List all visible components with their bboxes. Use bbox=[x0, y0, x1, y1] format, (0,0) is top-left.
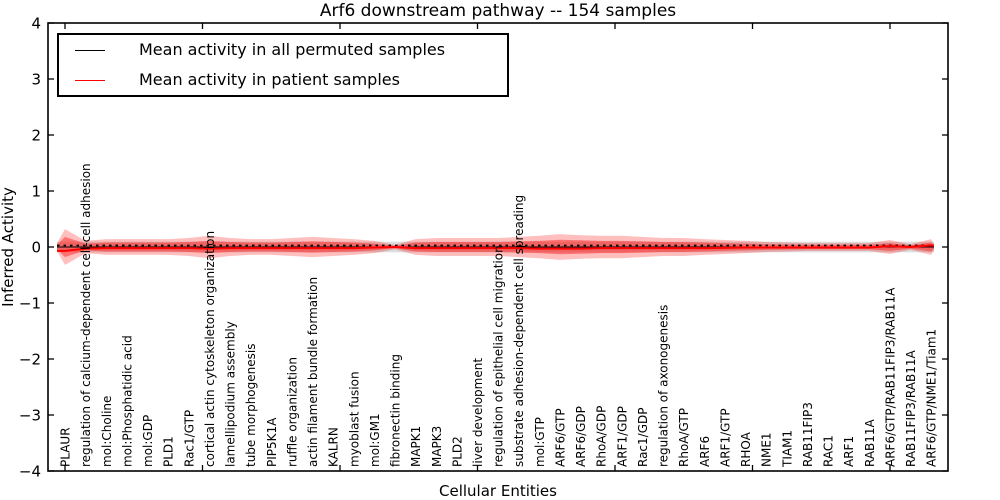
legend: Mean activity in all permuted samples Me… bbox=[57, 33, 509, 97]
legend-label: Mean activity in patient samples bbox=[139, 70, 400, 89]
y-tick-label: 0 bbox=[31, 238, 41, 256]
x-tick-label: RAB11A bbox=[863, 418, 877, 467]
black-line-sample-icon bbox=[75, 49, 105, 51]
x-tick-label: fibronectin binding bbox=[389, 354, 403, 467]
legend-label: Mean activity in all permuted samples bbox=[139, 40, 446, 59]
x-tick-label: ARF1/GTP bbox=[718, 408, 732, 467]
y-tick-label: 3 bbox=[31, 70, 41, 88]
x-tick-label: KALRN bbox=[327, 427, 341, 467]
x-tick-label: actin filament bundle formation bbox=[306, 277, 320, 467]
x-tick-label: ARF6/GTP bbox=[553, 408, 567, 467]
x-tick-label: mol:Phosphatidic acid bbox=[120, 335, 134, 467]
x-tick-label: TIAM1 bbox=[780, 430, 794, 468]
x-tick-label: ARF6/GTP/NME1/Tiam1 bbox=[925, 329, 939, 467]
x-tick-label: RAB11FIP3/RAB11A bbox=[904, 350, 918, 467]
legend-item-patient: Mean activity in patient samples bbox=[59, 65, 507, 95]
x-tick-label: cortical actin cytoskeleton organization bbox=[203, 231, 217, 467]
x-tick-label: myoblast fusion bbox=[347, 371, 361, 467]
patient-mean-line bbox=[57, 244, 934, 252]
x-tick-label: ARF6/GDP bbox=[574, 406, 588, 467]
x-tick-label: substrate adhesion-dependent cell spread… bbox=[512, 195, 526, 467]
x-tick-label: RhoA/GDP bbox=[595, 406, 609, 467]
y-tick-label: 2 bbox=[31, 126, 41, 144]
x-tick-label: mol:Choline bbox=[100, 396, 114, 467]
x-tick-label: Rac1/GDP bbox=[636, 408, 650, 467]
x-tick-label: Rac1/GTP bbox=[182, 410, 196, 467]
y-tick-label: −4 bbox=[19, 462, 41, 480]
y-tick-label: −1 bbox=[19, 294, 41, 312]
x-tick-label: PLD1 bbox=[162, 436, 176, 467]
x-tick-label: PIP5K1A bbox=[265, 417, 279, 467]
x-axis-label: Cellular Entities bbox=[439, 482, 557, 500]
x-tick-label: regulation of epithelial cell migration bbox=[492, 245, 506, 467]
x-tick-label: NME1 bbox=[760, 432, 774, 467]
x-tick-label: ARF1/GDP bbox=[615, 406, 629, 467]
x-tick-label: PLD2 bbox=[450, 436, 464, 467]
red-line-sample-icon bbox=[75, 79, 105, 81]
x-tick-label: tube morphogenesis bbox=[244, 344, 258, 467]
x-tick-label: RhoA/GTP bbox=[677, 408, 691, 467]
x-tick-label: PLAUR bbox=[59, 427, 73, 467]
x-tick-label: ARF6/GTP/RAB11FIP3/RAB11A bbox=[883, 287, 897, 467]
x-tick-label: ARF6 bbox=[698, 436, 712, 467]
x-tick-label: mol:GTP bbox=[533, 417, 547, 467]
x-tick-label: MAPK3 bbox=[430, 426, 444, 467]
x-tick-label: ARF1 bbox=[842, 436, 856, 467]
x-tick-label: MAPK1 bbox=[409, 426, 423, 467]
chart-title: Arf6 downstream pathway -- 154 samples bbox=[319, 1, 677, 21]
y-tick-label: −3 bbox=[19, 406, 41, 424]
x-tick-label: regulation of calcium-dependent cell-cel… bbox=[79, 163, 93, 467]
x-tick-label: regulation of axonogenesis bbox=[657, 305, 671, 467]
y-axis-label: Inferred Activity bbox=[0, 187, 17, 307]
x-tick-label: RAC1 bbox=[822, 435, 836, 467]
legend-item-permuted: Mean activity in all permuted samples bbox=[59, 35, 507, 65]
x-tick-label: mol:GM1 bbox=[368, 413, 382, 467]
x-tick-label: ruffle organization bbox=[285, 357, 299, 467]
x-tick-label: mol:GDP bbox=[141, 415, 155, 467]
y-tick-label: −2 bbox=[19, 350, 41, 368]
x-tick-label: RAB11FIP3 bbox=[801, 402, 815, 467]
x-tick-label: RHOA bbox=[739, 431, 753, 467]
y-tick-label: 4 bbox=[31, 14, 41, 32]
x-tick-label: lamellipodium assembly bbox=[224, 321, 238, 467]
x-tick-label: liver development bbox=[471, 358, 485, 467]
y-tick-label: 1 bbox=[31, 182, 41, 200]
